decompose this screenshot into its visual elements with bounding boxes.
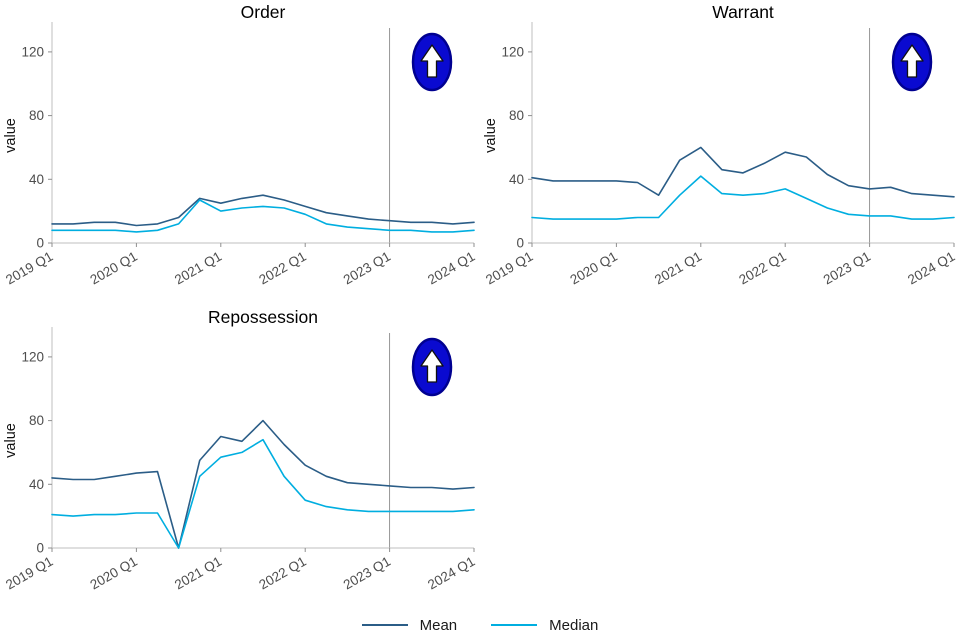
empty-panel [480,305,960,610]
y-tick-label: 120 [501,44,524,59]
y-tick-label: 40 [509,172,524,187]
x-tick-label: 2019 Q1 [483,249,535,288]
x-tick-label: 2023 Q1 [341,249,393,288]
y-axis-title: value [483,118,499,153]
x-tick-label: 2024 Q1 [425,249,477,288]
x-tick-label: 2021 Q1 [172,249,224,288]
series-median [531,175,955,220]
warrant-chart-svg: 0 40 80 120 2019 Q1 2020 Q1 2021 Q1 2022 Q1 2023… [483,22,958,288]
x-tick-label: 2022 Q1 [736,249,788,288]
up-arrow-icon [411,337,453,397]
warrant-chart-title: Warrant [712,2,774,22]
y-tick-label: 40 [29,477,44,492]
up-arrow-icon [411,32,453,92]
chart-panel-warrant: 0 40 80 120 2019 Q1 2020 Q1 2021 Q1 2022 Q1 2023… [480,0,960,305]
series-mean [51,419,475,549]
y-axis-title: value [3,423,19,458]
series-mean [531,146,955,198]
y-tick-label: 0 [36,541,44,556]
y-tick-label: 0 [36,236,44,251]
legend-label-mean: Mean [419,616,458,634]
x-tick-label: 2023 Q1 [341,554,393,593]
x-tick-label: 2021 Q1 [172,554,224,593]
y-tick-label: 40 [29,172,44,187]
series-median [51,199,475,233]
chart-panel-order: 0 40 80 120 2019 Q1 2020 Q1 2021 Q1 2022 Q1 2023… [0,0,480,305]
order-chart-title: Order [240,2,286,22]
charts-grid: 0 40 80 120 2019 Q1 2020 Q1 2021 Q1 2022 Q1 2023… [0,0,960,610]
x-tick-label: 2023 Q1 [821,249,873,288]
x-tick-label: 2019 Q1 [3,249,55,288]
x-tick-label: 2020 Q1 [88,249,140,288]
mean-line-swatch [361,624,408,626]
median-line-swatch [491,624,538,626]
order-chart-svg: 0 40 80 120 2019 Q1 2020 Q1 2021 Q1 2022 Q1 2023… [3,22,478,288]
y-tick-label: 0 [516,236,524,251]
repossession-chart-svg: 0 40 80 120 2019 Q1 2020 Q1 2021 Q1 2022 Q1 2023… [3,327,478,593]
chart-legend: Mean Median [0,610,960,640]
series-mean [51,194,475,227]
x-tick-label: 2020 Q1 [568,249,620,288]
legend-item-mean: Mean [361,616,458,634]
x-tick-label: 2021 Q1 [652,249,704,288]
x-tick-label: 2024 Q1 [905,249,957,288]
y-tick-label: 80 [29,413,44,428]
x-tick-label: 2019 Q1 [3,554,55,593]
y-tick-label: 120 [21,349,44,364]
y-tick-label: 80 [29,108,44,123]
x-tick-label: 2020 Q1 [88,554,140,593]
up-arrow-icon [891,32,933,92]
chart-panel-repossession: 0 40 80 120 2019 Q1 2020 Q1 2021 Q1 2022 Q1 2023… [0,305,480,610]
legend-item-median: Median [491,617,598,634]
y-tick-label: 120 [21,44,44,59]
x-tick-label: 2022 Q1 [256,249,308,288]
series-median [51,438,475,549]
y-axis-title: value [3,118,19,153]
repossession-chart-title: Repossession [208,307,318,327]
x-tick-label: 2022 Q1 [256,554,308,593]
legend-label-median: Median [549,616,599,634]
y-tick-label: 80 [509,108,524,123]
x-tick-label: 2024 Q1 [425,554,477,593]
